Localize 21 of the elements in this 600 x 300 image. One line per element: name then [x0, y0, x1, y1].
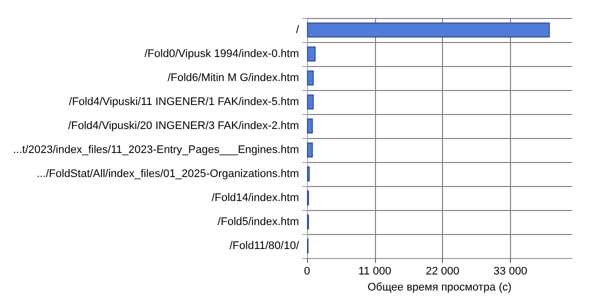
x-tick-label: 11 000: [358, 266, 392, 278]
bar: [307, 46, 316, 62]
y-tick-label: /Fold5/index.htm: [218, 216, 299, 228]
x-tick-label: 22 000: [426, 266, 460, 278]
bar: [307, 142, 313, 158]
bar: [307, 118, 313, 134]
x-tick-label: 0: [304, 266, 310, 278]
y-tick-label: .../FoldStat/All/index_files/01_2025-Organizations.htm: [36, 168, 299, 180]
y-tick-label: /Fold14/index.htm: [212, 192, 299, 204]
x-axis-title: Общее время просмотра (с): [367, 282, 512, 294]
y-tick-label: /Fold6/Mitin M G/index.htm: [168, 72, 299, 84]
y-tick-label: /: [296, 24, 300, 36]
y-tick-label: /Fold4/Vipuski/20 INGENER/3 FAK/index-2.htm: [68, 120, 299, 132]
bar: [307, 94, 314, 110]
y-tick-label: /Fold4/Vipuski/11 INGENER/1 FAK/index-5.htm: [68, 96, 299, 108]
y-tick-label: ...t/2023/index_files/11_2023-Entry_Pages___Engines.htm: [13, 144, 299, 156]
bar: [307, 22, 550, 38]
y-tick-label: /Fold11/80/10/: [229, 240, 300, 252]
bar: [307, 70, 314, 86]
x-tick-label: 33 000: [494, 266, 528, 278]
y-tick-label: /Fold0/Vipusk 1994/index-0.htm: [144, 48, 299, 60]
